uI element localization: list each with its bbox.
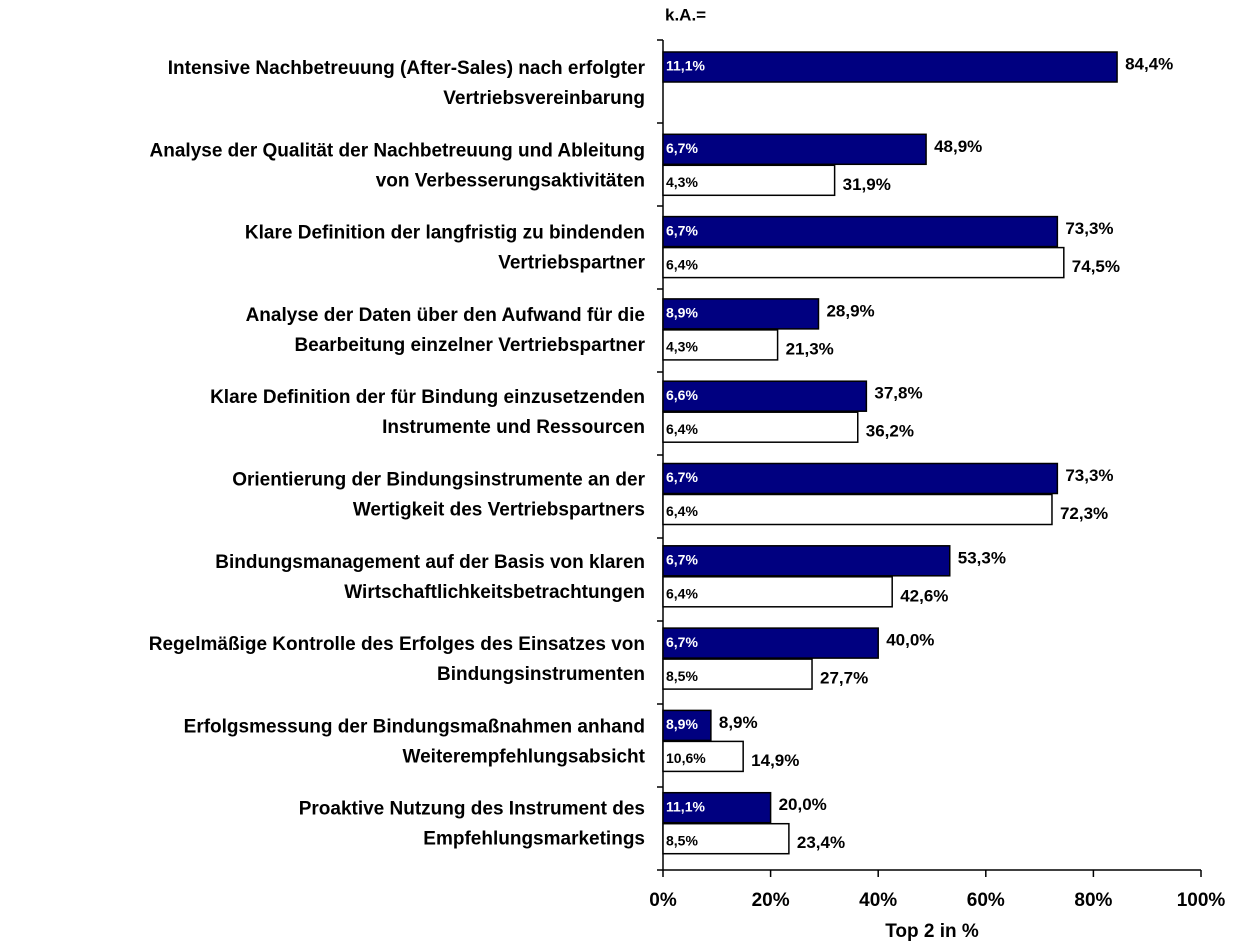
bar <box>662 545 951 577</box>
ka-label: 8,9% <box>666 305 698 321</box>
bar <box>662 298 820 330</box>
ka-title: k.A.= <box>665 5 706 24</box>
category-label: Analyse der Daten über den Aufwand für d… <box>246 305 645 326</box>
x-tick-label: 0% <box>649 890 677 911</box>
bar <box>662 380 868 412</box>
value-label: 36,2% <box>866 422 914 441</box>
ka-label: 6,7% <box>666 634 698 650</box>
ka-label: 6,4% <box>666 503 698 519</box>
bar <box>662 740 744 773</box>
ka-label: 6,7% <box>666 140 698 156</box>
bar <box>662 215 1059 248</box>
value-label: 27,7% <box>820 669 868 688</box>
bar <box>662 576 893 608</box>
bar <box>662 411 859 443</box>
ka-label: 8,9% <box>666 716 698 732</box>
ka-label: 4,3% <box>666 339 698 355</box>
value-label: 84,4% <box>1125 54 1173 73</box>
bar <box>662 246 1065 279</box>
value-label: 42,6% <box>900 586 948 605</box>
value-label: 40,0% <box>886 631 934 650</box>
bar <box>662 133 927 166</box>
category-label: Bindungsmanagement auf der Basis von kla… <box>215 552 645 573</box>
ka-label: 10,6% <box>666 750 706 766</box>
category-label: Klare Definition der langfristig zu bind… <box>245 223 645 244</box>
category-label: Vertriebspartner <box>498 253 645 274</box>
value-label: 21,3% <box>786 339 834 358</box>
value-label: 73,3% <box>1065 219 1113 238</box>
category-label: Intensive Nachbetreuung (After-Sales) na… <box>168 58 646 79</box>
bar <box>662 493 1053 526</box>
bar <box>662 627 879 659</box>
category-label: Wertigkeit des Vertriebspartners <box>353 500 645 521</box>
category-label: Analyse der Qualität der Nachbetreuung u… <box>150 140 645 161</box>
bar <box>662 329 779 361</box>
value-label: 23,4% <box>797 833 845 852</box>
ka-label: 6,7% <box>666 222 698 238</box>
bar <box>662 462 1059 495</box>
category-label: Orientierung der Bindungsinstrumente an … <box>232 470 645 491</box>
value-label: 53,3% <box>958 548 1006 567</box>
ka-label: 8,5% <box>666 832 698 848</box>
ka-label: 11,1% <box>666 798 705 814</box>
x-tick-label: 80% <box>1074 890 1112 911</box>
bar <box>662 709 712 742</box>
category-label: Regelmäßige Kontrolle des Erfolges des E… <box>149 634 645 655</box>
bar <box>662 658 813 690</box>
x-axis-label: Top 2 in % <box>885 921 979 942</box>
ka-label: 6,4% <box>666 586 698 602</box>
bar <box>662 51 1118 83</box>
x-tick-label: 40% <box>859 890 897 911</box>
x-tick-label: 20% <box>752 890 790 911</box>
category-label: von Verbesserungsaktivitäten <box>376 170 645 191</box>
bar <box>662 822 790 855</box>
category-label: Proaktive Nutzung des Instrument des <box>299 799 645 820</box>
category-label: Klare Definition der für Bindung einzuse… <box>210 387 645 408</box>
value-label: 48,9% <box>934 137 982 156</box>
ka-label: 8,5% <box>666 668 698 684</box>
category-label: Empfehlungsmarketings <box>423 829 645 850</box>
value-label: 72,3% <box>1060 504 1108 523</box>
ka-label: 11,1% <box>666 58 705 74</box>
bar <box>662 164 836 197</box>
value-label: 20,0% <box>779 795 827 814</box>
ka-label: 6,4% <box>666 421 698 437</box>
category-label: Instrumente und Ressourcen <box>382 417 645 438</box>
x-tick-label: 100% <box>1177 890 1226 911</box>
value-label: 8,9% <box>719 713 758 732</box>
category-label: Wirtschaftlichkeitsbetrachtungen <box>344 582 645 603</box>
value-label: 14,9% <box>751 751 799 770</box>
value-label: 31,9% <box>843 175 891 194</box>
value-label: 73,3% <box>1065 466 1113 485</box>
ka-label: 4,3% <box>666 174 698 190</box>
ka-label: 6,6% <box>666 387 698 403</box>
category-label: Bearbeitung einzelner Vertriebspartner <box>294 335 645 356</box>
ka-label: 6,7% <box>666 552 698 568</box>
value-label: 28,9% <box>826 301 874 320</box>
bar <box>662 791 772 824</box>
category-label: Bindungsinstrumenten <box>437 664 645 685</box>
category-label: Weiterempfehlungsabsicht <box>403 746 646 767</box>
value-label: 37,8% <box>874 384 922 403</box>
value-label: 74,5% <box>1072 257 1120 276</box>
category-label: Erfolgsmessung der Bindungsmaßnahmen anh… <box>184 716 645 737</box>
category-label: Vertriebsvereinbarung <box>443 88 645 109</box>
ka-label: 6,7% <box>666 469 698 485</box>
ka-label: 6,4% <box>666 256 698 272</box>
x-tick-label: 60% <box>967 890 1005 911</box>
